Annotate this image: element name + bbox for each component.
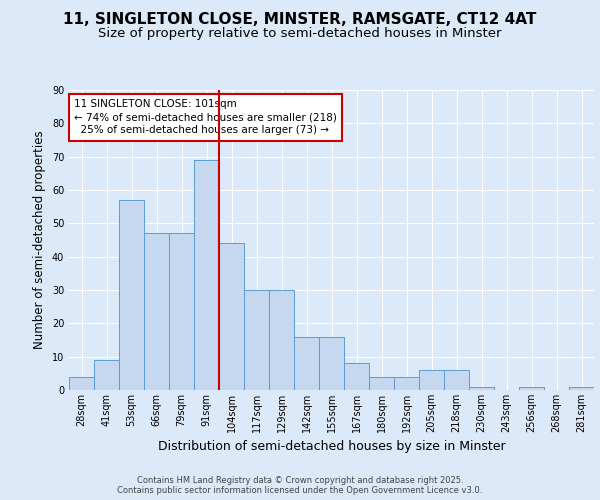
Bar	[569, 386, 594, 390]
Bar	[419, 370, 444, 390]
Bar	[394, 376, 419, 390]
Bar	[69, 376, 94, 390]
Bar	[219, 244, 244, 390]
Bar	[369, 376, 394, 390]
Y-axis label: Number of semi-detached properties: Number of semi-detached properties	[33, 130, 46, 350]
Bar	[344, 364, 369, 390]
Bar	[169, 234, 194, 390]
Bar	[294, 336, 319, 390]
Text: 11, SINGLETON CLOSE, MINSTER, RAMSGATE, CT12 4AT: 11, SINGLETON CLOSE, MINSTER, RAMSGATE, …	[64, 12, 536, 28]
Bar	[119, 200, 144, 390]
Bar	[194, 160, 219, 390]
Text: 11 SINGLETON CLOSE: 101sqm
← 74% of semi-detached houses are smaller (218)
  25%: 11 SINGLETON CLOSE: 101sqm ← 74% of semi…	[74, 99, 337, 136]
Text: Contains HM Land Registry data © Crown copyright and database right 2025.
Contai: Contains HM Land Registry data © Crown c…	[118, 476, 482, 495]
Bar	[469, 386, 494, 390]
Text: Size of property relative to semi-detached houses in Minster: Size of property relative to semi-detach…	[98, 28, 502, 40]
Bar	[444, 370, 469, 390]
Bar	[94, 360, 119, 390]
X-axis label: Distribution of semi-detached houses by size in Minster: Distribution of semi-detached houses by …	[158, 440, 505, 454]
Bar	[269, 290, 294, 390]
Bar	[144, 234, 169, 390]
Bar	[519, 386, 544, 390]
Bar	[319, 336, 344, 390]
Bar	[244, 290, 269, 390]
